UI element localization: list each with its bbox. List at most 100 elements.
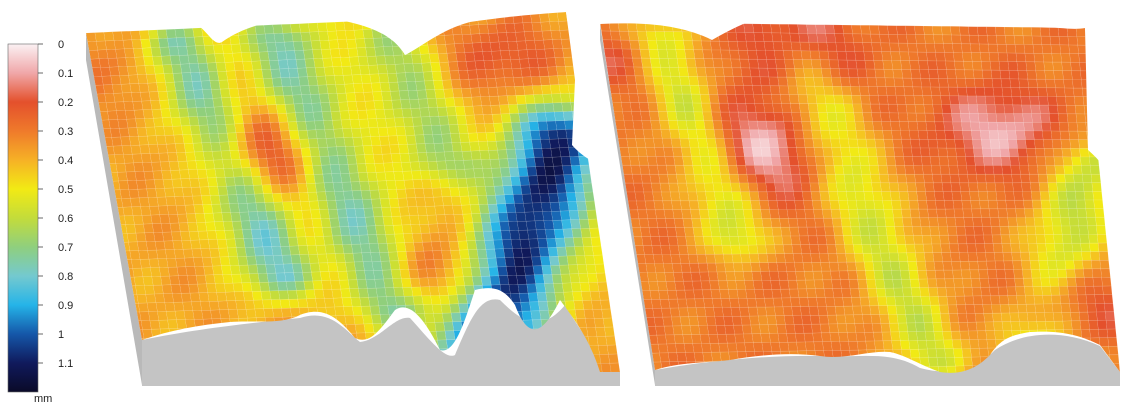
surface-cell (967, 173, 978, 184)
surface-cell (209, 247, 221, 258)
surface-cell (139, 30, 150, 40)
surface-cell (445, 43, 457, 54)
surface-cell (969, 269, 980, 279)
surface-cell (489, 41, 501, 52)
surface-cell (1051, 53, 1062, 63)
surface-cell (1092, 277, 1103, 287)
surface-cell (414, 17, 426, 28)
surface-cell (1018, 312, 1029, 322)
surface-cell (264, 86, 276, 97)
surface-cell (873, 130, 884, 140)
surface-cell (1065, 268, 1076, 279)
surface-cell (826, 244, 838, 254)
surface-cell (556, 12, 568, 22)
surface-cell (457, 124, 469, 134)
surface-cell (222, 221, 234, 231)
surface-cell (437, 106, 448, 117)
surface-cell (967, 321, 978, 332)
surface-cell (634, 75, 646, 86)
surface-cell (576, 264, 588, 274)
surface-cell (997, 286, 1009, 297)
surface-cell (769, 147, 781, 157)
surface-cell (265, 264, 277, 274)
surface-cell (751, 333, 763, 343)
surface-cell (921, 304, 932, 315)
surface-cell (945, 139, 956, 149)
surface-cell (547, 66, 558, 77)
surface-cell (130, 197, 141, 208)
surface-cell (381, 207, 392, 217)
surface-cell (561, 219, 573, 230)
surface-cell (497, 32, 509, 43)
surface-cell (727, 165, 739, 175)
surface-cell (747, 306, 759, 317)
surface-cell (476, 132, 488, 143)
surface-cell (539, 310, 551, 320)
surface-cell (1093, 199, 1104, 209)
surface-cell (339, 226, 351, 236)
surface-cell (1016, 217, 1027, 227)
surface-cell (545, 111, 556, 122)
surface-cell (413, 241, 425, 252)
surface-cell (774, 306, 785, 317)
surface-cell (366, 225, 377, 236)
surface-cell (692, 343, 703, 353)
surface-cell (396, 251, 408, 262)
surface-cell (977, 260, 988, 271)
surface-cell (630, 164, 642, 175)
surface-cell (1003, 182, 1014, 192)
surface-cell (1004, 35, 1016, 45)
surface-cell (602, 39, 614, 50)
surface-cell (966, 243, 977, 253)
surface-cell (1086, 216, 1097, 227)
surface-cell (756, 244, 768, 255)
surface-cell (473, 285, 485, 295)
surface-cell (867, 86, 879, 96)
surface-cell (702, 236, 714, 246)
surface-cell (935, 348, 946, 358)
surface-cell (836, 182, 847, 193)
surface-cell (236, 247, 247, 257)
surface-cell (776, 200, 788, 210)
surface-cell (448, 178, 459, 188)
surface-cell (780, 165, 792, 175)
surface-cell (942, 34, 953, 44)
surface-cell (775, 253, 786, 263)
surface-cell (640, 227, 651, 238)
surface-cell (126, 232, 138, 243)
surface-cell (936, 60, 947, 70)
surface-cell (276, 50, 288, 61)
surface-cell (897, 34, 908, 44)
surface-cell (675, 289, 687, 300)
surface-cell (679, 138, 691, 148)
surface-cell (642, 245, 654, 255)
surface-cell (295, 174, 307, 185)
surface-cell (367, 118, 379, 129)
surface-cell (228, 256, 240, 266)
surface-cell (830, 138, 841, 149)
surface-cell (709, 342, 721, 353)
surface-cell (442, 25, 454, 36)
surface-cell (736, 103, 748, 113)
surface-cell (1041, 122, 1052, 132)
surface-cell (1043, 61, 1054, 71)
surface-cell (304, 58, 316, 69)
surface-cell (395, 242, 407, 253)
surface-cell (991, 304, 1002, 314)
surface-cell (478, 141, 489, 151)
surface-cell (1062, 320, 1073, 330)
surface-cell (841, 86, 852, 96)
surface-cell (305, 236, 317, 246)
surface-cell (154, 126, 166, 136)
surface-cell (142, 276, 154, 286)
surface-cell (554, 291, 566, 302)
surface-cell (397, 81, 409, 92)
surface-cell (197, 62, 209, 73)
surface-cell (890, 331, 901, 342)
surface-cell (927, 139, 939, 149)
surface-cell (585, 263, 597, 274)
surface-cell (153, 232, 165, 242)
surface-cell (502, 68, 514, 79)
surface-cell (300, 147, 312, 158)
surface-cell (499, 284, 511, 295)
